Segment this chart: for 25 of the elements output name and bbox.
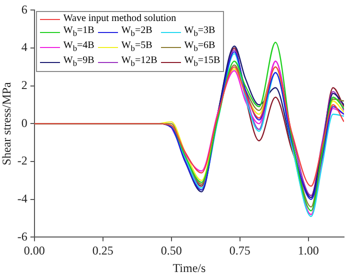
x-tick-label: 1.00 [298,244,319,258]
legend-label: W$_{b}$=15B [184,55,220,70]
y-tick-label: 0 [21,116,28,130]
y-tick-label: 4 [21,40,28,54]
y-tick-label: -2 [17,154,28,168]
y-tick-label: -6 [17,229,28,244]
legend-label: W$_{b}$=3B [184,25,216,40]
legend-label: W$_{b}$=2B [121,25,152,40]
x-tick-label: 0.00 [24,244,45,258]
x-tick-label: 0.25 [92,244,114,258]
y-tick-label: -4 [17,192,28,206]
legend-label: W$_{b}$=9B [63,55,94,70]
y-tick-label: 2 [21,78,28,92]
legend-label: W$_{b}$=4B [63,40,94,56]
y-axis-title: Shear stress/MPa [0,82,14,166]
legend-label: W$_{b}$=1B [63,25,94,40]
line-series [34,66,344,187]
legend-label: W$_{b}$=6B [184,40,216,56]
x-axis-title: Time/s [172,260,206,275]
x-tick-label: 0.50 [160,244,182,258]
legend-label: W$_{b}$=5B [121,40,152,56]
legend-label: W$_{b}$=12B [121,55,158,70]
x-tick-label: 0.75 [229,244,250,258]
legend-label: Wave input method solution [63,13,176,26]
y-tick-label: 6 [21,2,28,16]
